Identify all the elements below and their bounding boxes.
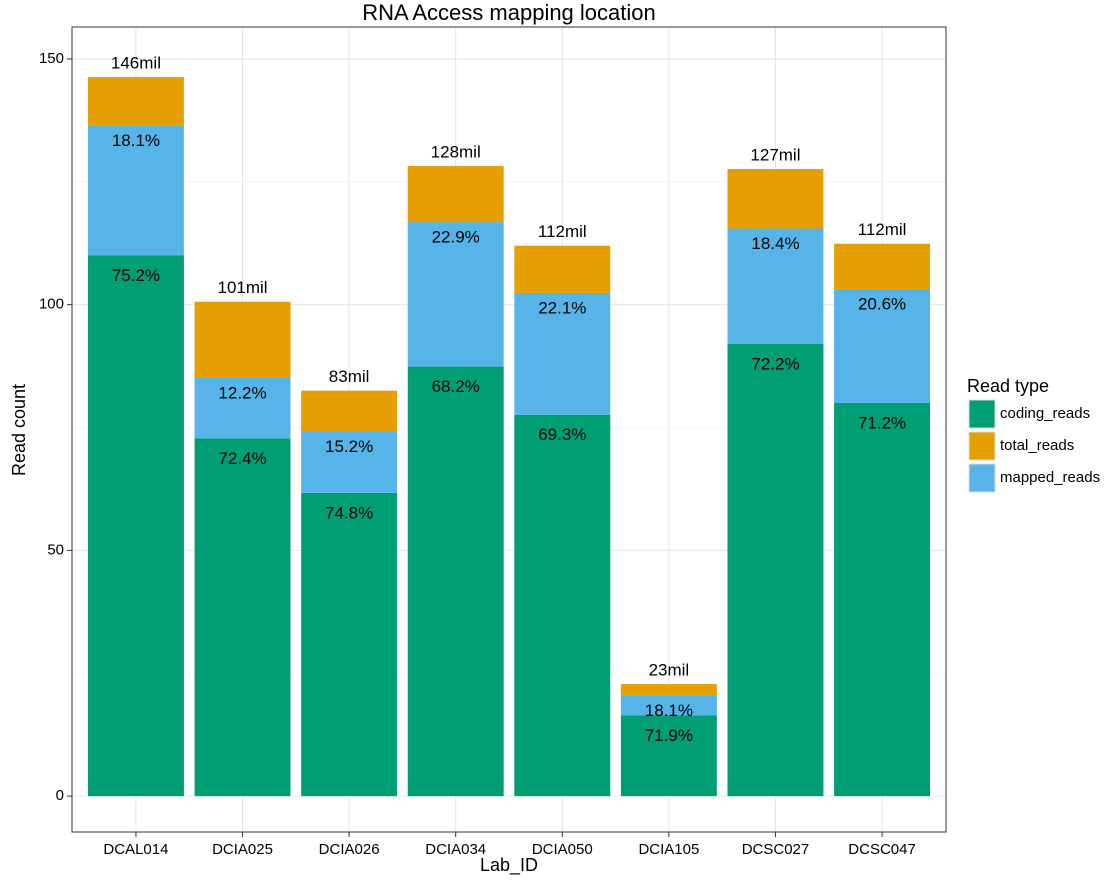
y-tick-label: 150 — [39, 50, 64, 67]
bar-label: 127mil — [750, 146, 800, 165]
legend-key — [968, 399, 996, 429]
bar-label: 15.2% — [325, 437, 373, 456]
x-tick-label: DCSC027 — [742, 841, 810, 858]
bar-segment — [727, 169, 824, 229]
bar-label: 72.4% — [218, 449, 266, 468]
x-tick-label: DCIA105 — [638, 841, 699, 858]
bar-segment — [301, 390, 398, 432]
x-tick-label: DCIA050 — [532, 841, 593, 858]
bar-segment — [301, 431, 398, 493]
bar-segment — [620, 715, 717, 797]
bar-label: 22.9% — [432, 228, 480, 247]
legend-key — [968, 463, 996, 493]
bar-segment — [87, 255, 184, 797]
bar-label: 20.6% — [858, 294, 906, 313]
bar-label: 18.1% — [645, 701, 693, 720]
bar-label: 146mil — [111, 54, 161, 73]
x-tick-label: DCIA026 — [319, 841, 380, 858]
bar-label: 128mil — [431, 143, 481, 162]
y-tick-label: 50 — [47, 541, 64, 558]
bar-segment — [834, 402, 931, 797]
bar-segment — [620, 695, 717, 716]
legend-key — [968, 431, 996, 461]
bar-label: 75.2% — [112, 266, 160, 285]
bar-segment — [407, 166, 504, 223]
bar-segment — [834, 288, 931, 403]
bar-segment — [87, 125, 184, 256]
y-tick-label: 100 — [39, 296, 64, 313]
bar-segment — [514, 245, 611, 293]
bar-segment — [407, 222, 504, 367]
bar-segment — [727, 343, 824, 797]
bar-label: 69.3% — [538, 425, 586, 444]
bar-label: 112mil — [538, 222, 587, 241]
bar-label: 83mil — [329, 367, 370, 386]
bar-segment — [514, 414, 611, 797]
bar-label: 101mil — [217, 278, 267, 297]
bar-segment — [407, 366, 504, 797]
legend-label: total_reads — [1000, 437, 1074, 454]
bar-label: 72.2% — [751, 354, 799, 373]
chart-title: RNA Access mapping location — [362, 0, 656, 25]
bar-segment — [194, 301, 291, 378]
x-tick-label: DCSC047 — [848, 841, 916, 858]
bar-segment — [194, 377, 291, 439]
bar-label: 112mil — [858, 220, 907, 239]
bar-label: 18.4% — [751, 234, 799, 253]
bar-segment — [514, 292, 611, 415]
bar-label: 12.2% — [218, 383, 266, 402]
x-tick-label: DCIA025 — [212, 841, 273, 858]
bar-segment — [620, 684, 717, 696]
bar-segment — [301, 492, 398, 797]
x-tick-label: DCIA034 — [425, 841, 486, 858]
bar-label: 68.2% — [432, 377, 480, 396]
y-tick-label: 0 — [56, 787, 64, 804]
bar-label: 18.1% — [112, 131, 160, 150]
bar-segment — [834, 243, 931, 289]
bar-label: 23mil — [649, 661, 690, 680]
x-axis-label: Lab_ID — [480, 855, 538, 876]
bar-label: 22.1% — [538, 298, 586, 317]
x-tick-label: DCAL014 — [103, 841, 168, 858]
y-axis-label: Read count — [9, 384, 29, 476]
bar-segment — [194, 438, 291, 797]
bar-label: 71.9% — [645, 726, 693, 745]
panel-border — [71, 26, 947, 833]
bar-segment — [87, 77, 184, 126]
legend-label: mapped_reads — [1000, 469, 1100, 486]
legend-label: coding_reads — [1000, 405, 1090, 422]
bar-segment — [727, 228, 824, 344]
bar-label: 71.2% — [858, 413, 906, 432]
bar-label: 74.8% — [325, 503, 373, 522]
legend-title: Read type — [967, 376, 1049, 396]
